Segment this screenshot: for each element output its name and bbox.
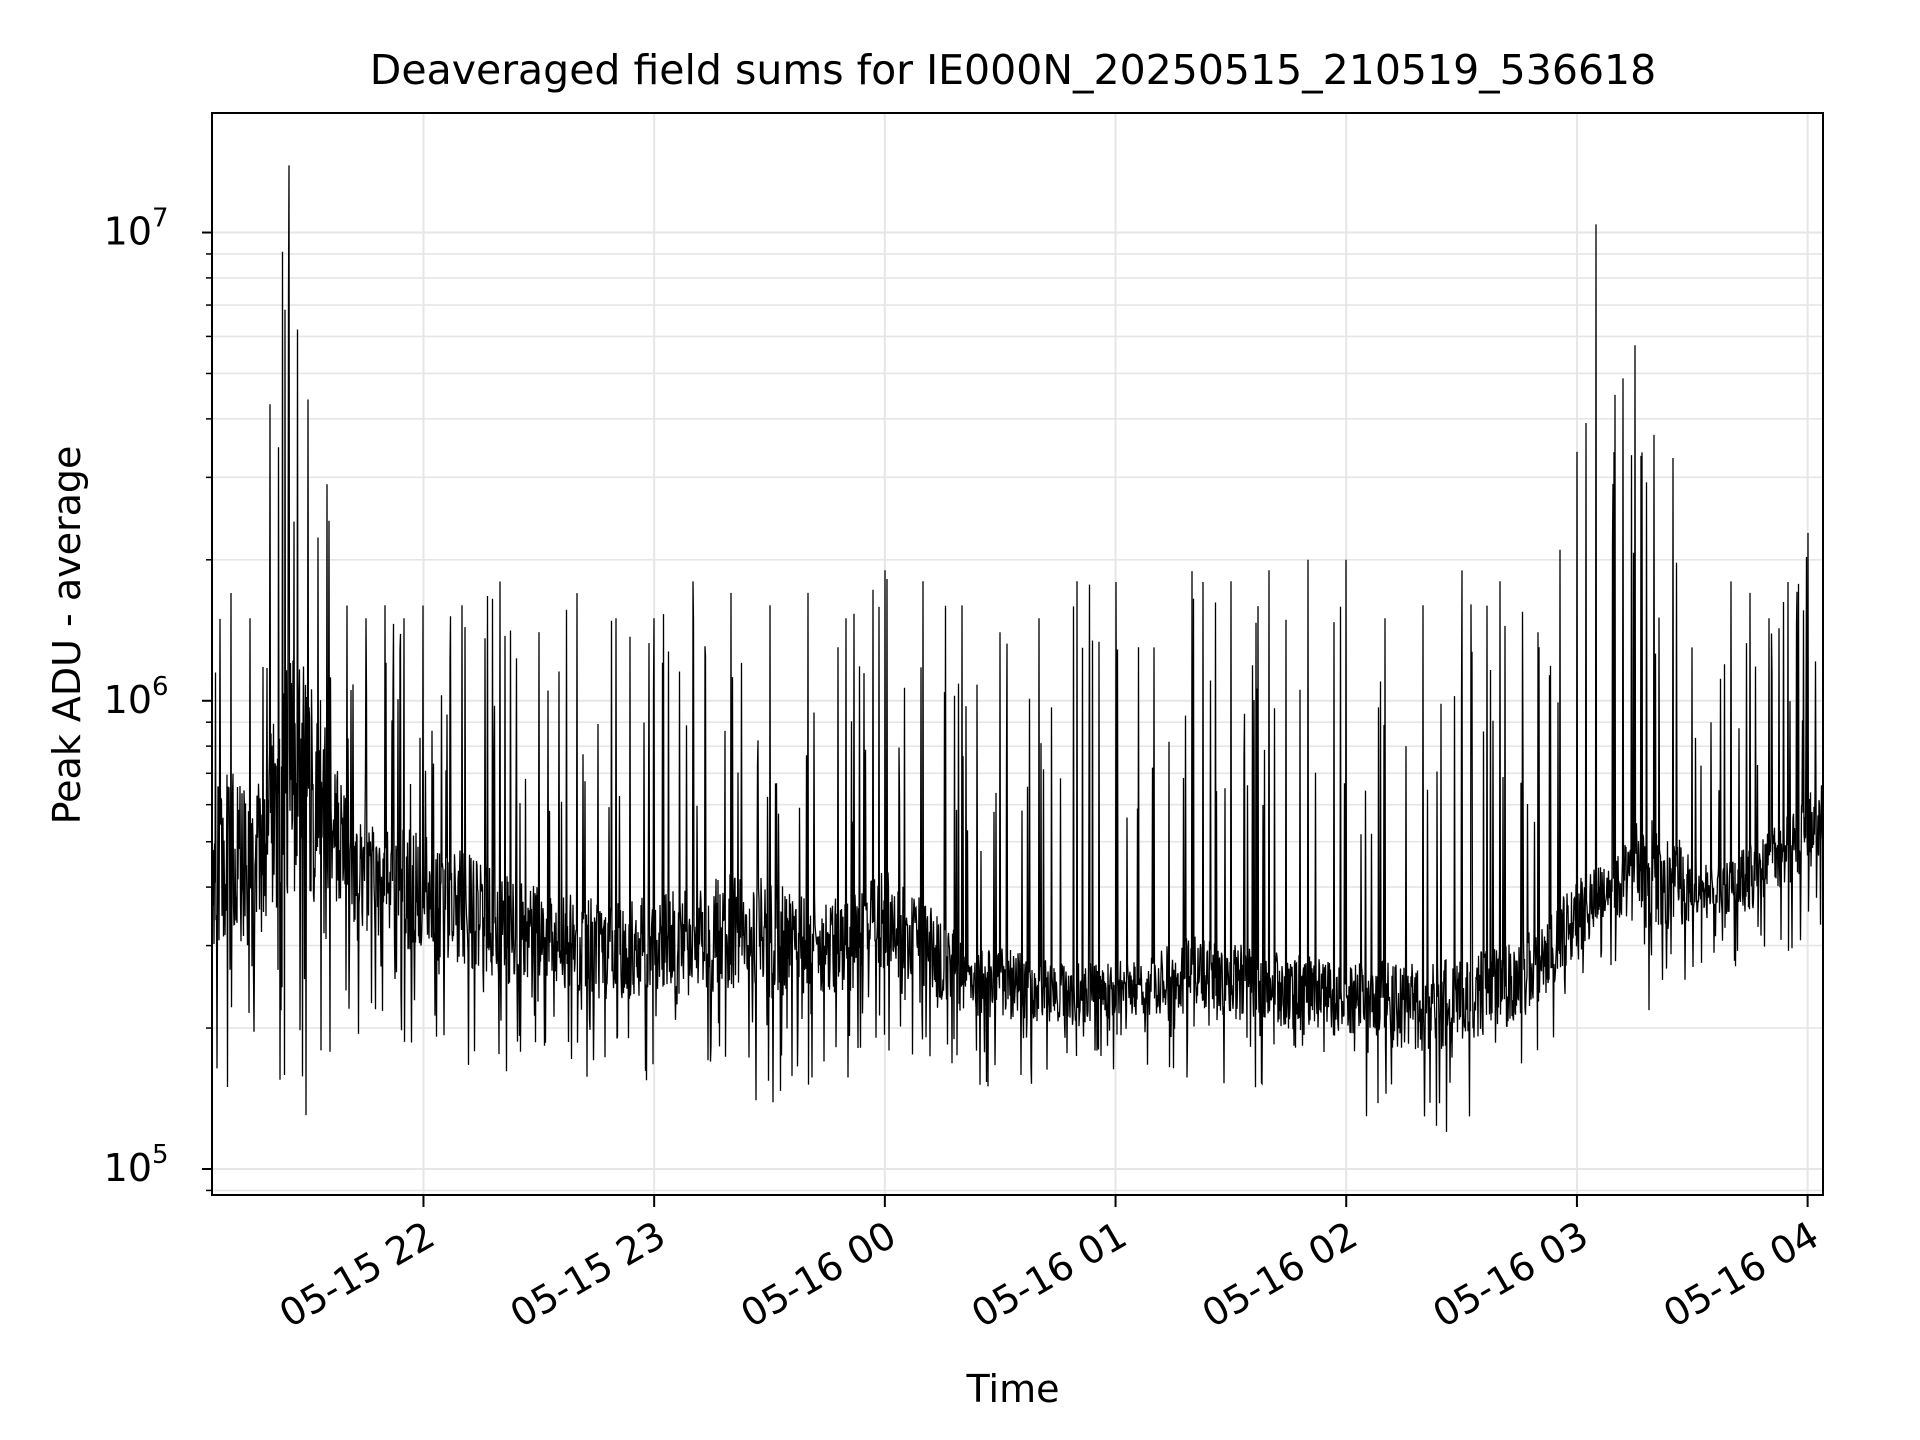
chart-title: Deaveraged field sums for IE000N_2025051…: [370, 46, 1656, 94]
y-tick-label-exponent: 6: [152, 672, 169, 702]
y-tick-label: 10: [104, 1146, 152, 1190]
series-layer: [212, 165, 1824, 1132]
x-axis-label: Time: [966, 1367, 1060, 1411]
y-tick-label-exponent: 5: [152, 1140, 169, 1170]
y-tick-label-exponent: 7: [152, 204, 169, 234]
y-tick-label: 10: [104, 210, 152, 254]
y-tick-label: 10: [104, 678, 152, 722]
plot-frame: [211, 112, 1824, 1196]
y-axis-label: Peak ADU - average: [45, 446, 89, 825]
series-line: [212, 165, 1824, 1132]
